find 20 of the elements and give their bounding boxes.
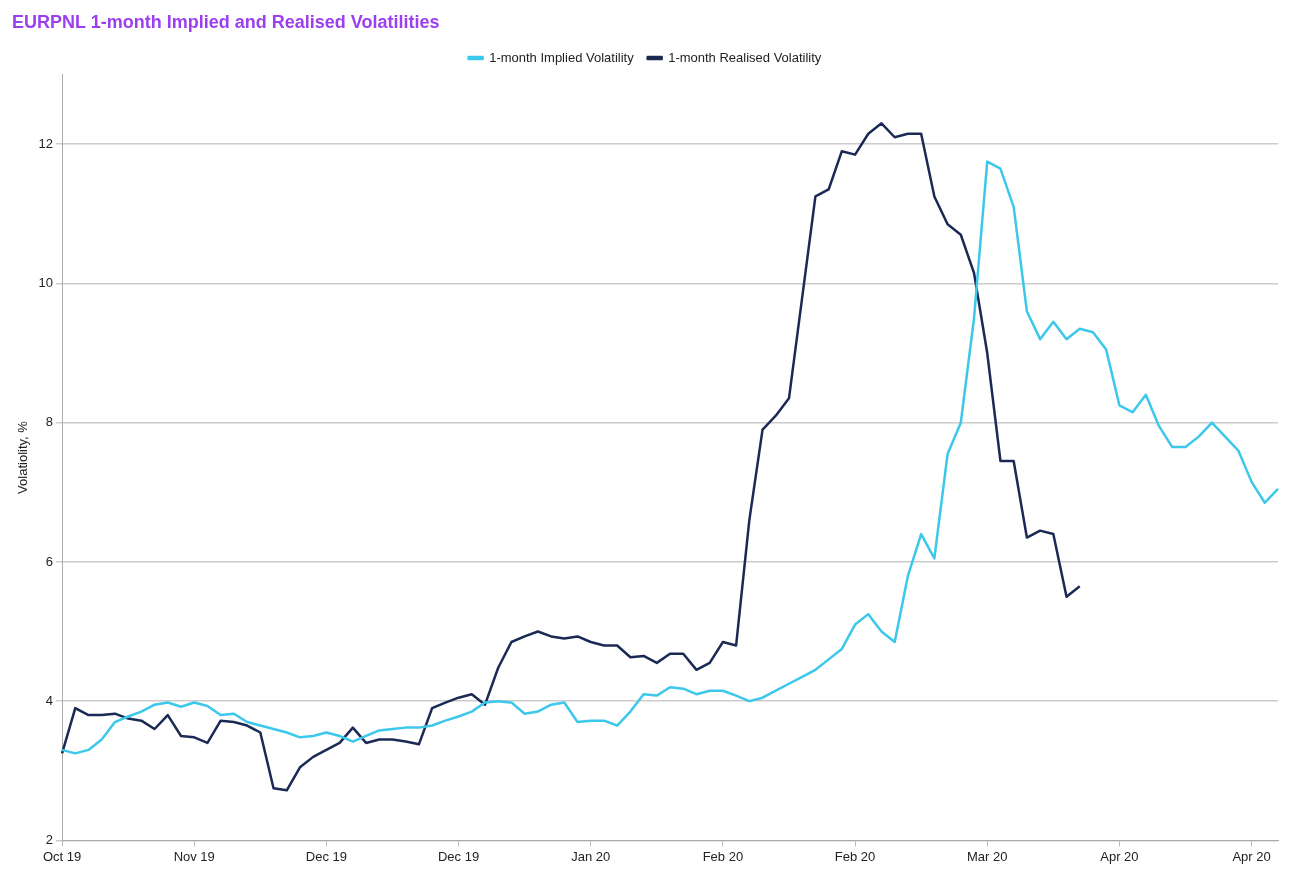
- x-tick-label: Mar 20: [967, 848, 1008, 864]
- x-tick-label: Feb 20: [834, 848, 876, 864]
- y-axis-title: Volatiolity, %: [15, 420, 31, 494]
- x-tick-label: Jan 20: [571, 848, 611, 864]
- y-tick-label: 2: [45, 831, 54, 847]
- x-tick-label: Feb 20: [702, 848, 744, 864]
- y-tick-label: 12: [38, 135, 54, 151]
- x-tick-label: Dec 19: [305, 848, 347, 864]
- chart-title: EURPNL 1-month Implied and Realised Volatilities: [12, 11, 440, 32]
- legend-label: 1-month Realised Volatility: [668, 49, 822, 65]
- y-tick-label: 8: [45, 414, 54, 430]
- x-tick-label: Dec 19: [437, 848, 480, 864]
- x-tick-label: Apr 20: [1232, 848, 1271, 864]
- x-tick-label: Apr 20: [1100, 848, 1139, 864]
- y-tick-label: 6: [45, 553, 54, 569]
- legend-label: 1-month Implied Volatility: [489, 49, 635, 65]
- x-tick-label: Nov 19: [173, 848, 215, 864]
- y-tick-label: 4: [45, 692, 54, 708]
- x-tick-label: Oct 19: [42, 848, 82, 864]
- y-tick-label: 10: [38, 275, 54, 291]
